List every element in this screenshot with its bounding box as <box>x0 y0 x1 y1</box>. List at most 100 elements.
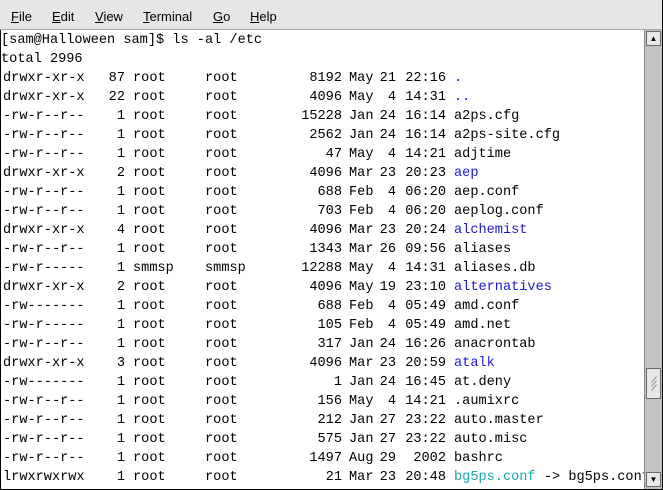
file-owner: smmsp <box>133 261 174 276</box>
file-perms: drwxr-xr-x <box>3 166 85 181</box>
menu-mnemonic: H <box>250 9 260 24</box>
file-time: 05:49 <box>405 299 446 314</box>
file-owner: root <box>133 223 166 238</box>
file-name: alchemist <box>454 223 528 238</box>
file-links: 1 <box>116 204 125 219</box>
menu-go[interactable]: Go <box>213 9 230 24</box>
file-day: 24 <box>379 128 396 143</box>
file-month: Jan <box>349 128 374 143</box>
file-name: aep <box>454 166 479 181</box>
file-month: Jan <box>349 109 374 124</box>
file-owner: root <box>133 185 166 200</box>
menu-terminal[interactable]: Terminal <box>143 9 192 24</box>
file-group: root <box>205 318 238 333</box>
listing-row: -rw-r--r-- 1 root root 47 May 4 14:21 adjtime <box>1 145 645 164</box>
file-time: 20:24 <box>405 223 446 238</box>
file-owner: root <box>133 109 166 124</box>
file-month: Mar <box>349 166 374 181</box>
symlink-target: -> bg5ps.conf <box>543 470 645 485</box>
file-day: 26 <box>379 242 396 257</box>
file-owner: root <box>133 299 166 314</box>
file-name: .aumixrc <box>454 394 520 409</box>
file-size: 1343 <box>309 242 342 257</box>
file-day: 4 <box>387 90 396 105</box>
listing-row: -rw-r--r-- 1 root root 1497 Aug 29 2002 bashrc <box>1 449 645 468</box>
file-month: Feb <box>349 299 374 314</box>
file-links: 1 <box>116 185 125 200</box>
file-name: amd.net <box>454 318 512 333</box>
listing-row: drwxr-xr-x 22 root root 4096 May 4 14:31.. <box>1 88 645 107</box>
file-name: amd.conf <box>454 299 520 314</box>
menu-label: o <box>223 9 231 24</box>
file-name: adjtime <box>454 147 512 162</box>
file-owner: root <box>133 318 166 333</box>
file-day: 23 <box>379 356 396 371</box>
file-group: root <box>205 166 238 181</box>
listing-row: -rw-r--r-- 1 root root 1343 Mar 26 09:56 aliases <box>1 240 645 259</box>
file-links: 1 <box>116 451 125 466</box>
listing-row: -rw-r--r-- 1 root root 15228 Jan 24 16:14 a2ps.c… <box>1 107 645 126</box>
file-size: 317 <box>317 337 342 352</box>
file-links: 1 <box>116 261 125 276</box>
file-perms: -rw-r----- <box>3 318 85 333</box>
file-group: root <box>205 356 238 371</box>
file-name: at.deny <box>454 375 512 390</box>
file-day: 4 <box>387 185 396 200</box>
vertical-scrollbar[interactable]: ▲ ▼ <box>644 30 662 489</box>
file-day: 21 <box>379 71 396 86</box>
file-month: Feb <box>349 204 374 219</box>
scrollbar-thumb[interactable] <box>646 368 661 399</box>
file-name: auto.master <box>454 413 544 428</box>
file-group: root <box>205 299 238 314</box>
file-links: 1 <box>116 337 125 352</box>
file-time: 22:16 <box>405 71 446 86</box>
listing-row: drwxr-xr-x 2 root root 4096 May 19 23:10 alterna… <box>1 278 645 297</box>
listing-row: -rw-r--r-- 1 root root 317 Jan 24 16:26 anacront… <box>1 335 645 354</box>
file-time: 20:48 <box>405 470 446 485</box>
file-time: 14:21 <box>405 147 446 162</box>
file-size: 15228 <box>301 109 342 124</box>
file-perms: lrwxrwxrwx <box>3 470 85 485</box>
arrow-down-icon[interactable]: ▼ <box>646 472 661 487</box>
menu-label: iew <box>103 9 123 24</box>
file-month: Jan <box>349 432 374 447</box>
file-perms: -rw-r--r-- <box>3 432 85 447</box>
file-time: 23:22 <box>405 432 446 447</box>
file-month: May <box>349 71 374 86</box>
file-perms: -rw-r--r-- <box>3 413 85 428</box>
menu-file[interactable]: File <box>11 9 32 24</box>
file-day: 24 <box>379 337 396 352</box>
file-month: May <box>349 261 374 276</box>
file-perms: -rw-r----- <box>3 261 85 276</box>
file-links: 1 <box>116 299 125 314</box>
file-month: Mar <box>349 223 374 238</box>
file-perms: drwxr-xr-x <box>3 71 85 86</box>
file-name: anacrontab <box>454 337 536 352</box>
listing-row: -rw-r--r-- 1 root root 156 May 4 14:21 .aumixrc <box>1 392 645 411</box>
file-day: 24 <box>379 109 396 124</box>
file-size: 156 <box>317 394 342 409</box>
file-owner: root <box>133 280 166 295</box>
file-time: 16:14 <box>405 128 446 143</box>
menu-mnemonic: E <box>52 9 61 24</box>
file-day: 4 <box>387 299 396 314</box>
file-name: alternatives <box>454 280 552 295</box>
menu-help[interactable]: Help <box>250 9 277 24</box>
menu-label: ile <box>18 9 32 24</box>
file-day: 27 <box>379 432 396 447</box>
file-perms: drwxr-xr-x <box>3 356 85 371</box>
arrow-up-icon[interactable]: ▲ <box>646 31 661 46</box>
file-links: 1 <box>116 432 125 447</box>
menu-mnemonic: V <box>95 9 104 24</box>
menu-label: dit <box>60 9 75 24</box>
file-name: aep.conf <box>454 185 520 200</box>
menu-bar: File Edit View Terminal Go Help <box>0 0 662 30</box>
menu-edit[interactable]: Edit <box>52 9 74 24</box>
file-month: Jan <box>349 413 374 428</box>
file-links: 1 <box>116 147 125 162</box>
file-perms: -rw-r--r-- <box>3 147 85 162</box>
terminal-output[interactable]: [sam@Halloween sam]$ ls -al /etc total 2… <box>0 30 645 489</box>
file-size: 703 <box>317 204 342 219</box>
menu-view[interactable]: View <box>95 9 123 24</box>
file-group: root <box>205 223 238 238</box>
